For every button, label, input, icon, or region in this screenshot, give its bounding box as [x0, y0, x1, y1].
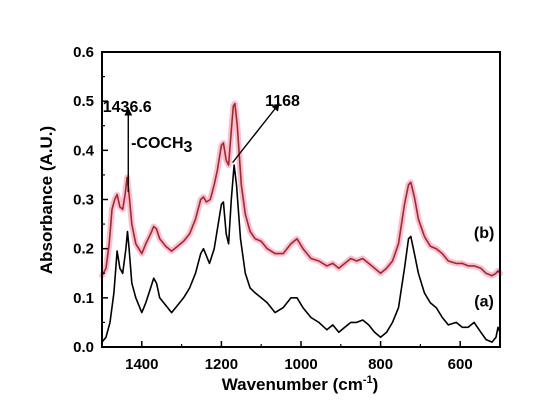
series-layer [99, 100, 503, 343]
annotation-label-0: 1436.6 [103, 99, 152, 116]
y-tick-label: 0.2 [73, 241, 94, 258]
x-axis-label: Wavenumber (cm-1) [222, 374, 379, 394]
series-halo-1 [99, 100, 503, 279]
series-line-1 [101, 102, 501, 277]
annotation-arrow-1 [231, 102, 280, 164]
plot-frame [101, 51, 501, 348]
y-tick-label: 0.4 [73, 142, 95, 159]
y-axis-ticks: 0.0 0.1 0.2 0.3 0.4 0.5 0.6 [73, 44, 108, 356]
x-tick-label: 1200 [205, 356, 238, 373]
series-label-0: (b) [474, 225, 494, 242]
x-axis-label-main: Wavenumber (cm [222, 375, 363, 394]
series-line-0 [101, 164, 501, 343]
y-tick-label: 0.5 [73, 93, 94, 110]
annotation-main-text: -COCH [131, 135, 183, 152]
x-axis-ticks: 1400 1200 1000 800 600 [101, 341, 501, 373]
y-tick-label: 0.1 [73, 290, 94, 307]
x-axis-label-close: ) [373, 375, 379, 394]
x-tick-label: 1400 [125, 356, 158, 373]
annotation-label-1: -COCH3 [131, 135, 192, 156]
y-tick-label: 0.3 [73, 192, 94, 209]
x-axis-label-superscript: -1 [363, 374, 373, 386]
x-tick-label: 800 [368, 356, 393, 373]
annotation-layer: 1436.6 -COCH3 1168 (b) (a) [103, 93, 495, 311]
y-axis-label: Absorbance (A.U.) [37, 126, 56, 274]
annotation-subscript: 3 [184, 139, 193, 156]
annotation-label-2: 1168 [265, 93, 300, 110]
y-tick-label: 0.0 [73, 339, 94, 356]
x-tick-label: 1000 [284, 356, 317, 373]
x-tick-label: 600 [448, 356, 473, 373]
series-label-1: (a) [474, 294, 494, 311]
y-tick-label: 0.6 [73, 44, 94, 61]
